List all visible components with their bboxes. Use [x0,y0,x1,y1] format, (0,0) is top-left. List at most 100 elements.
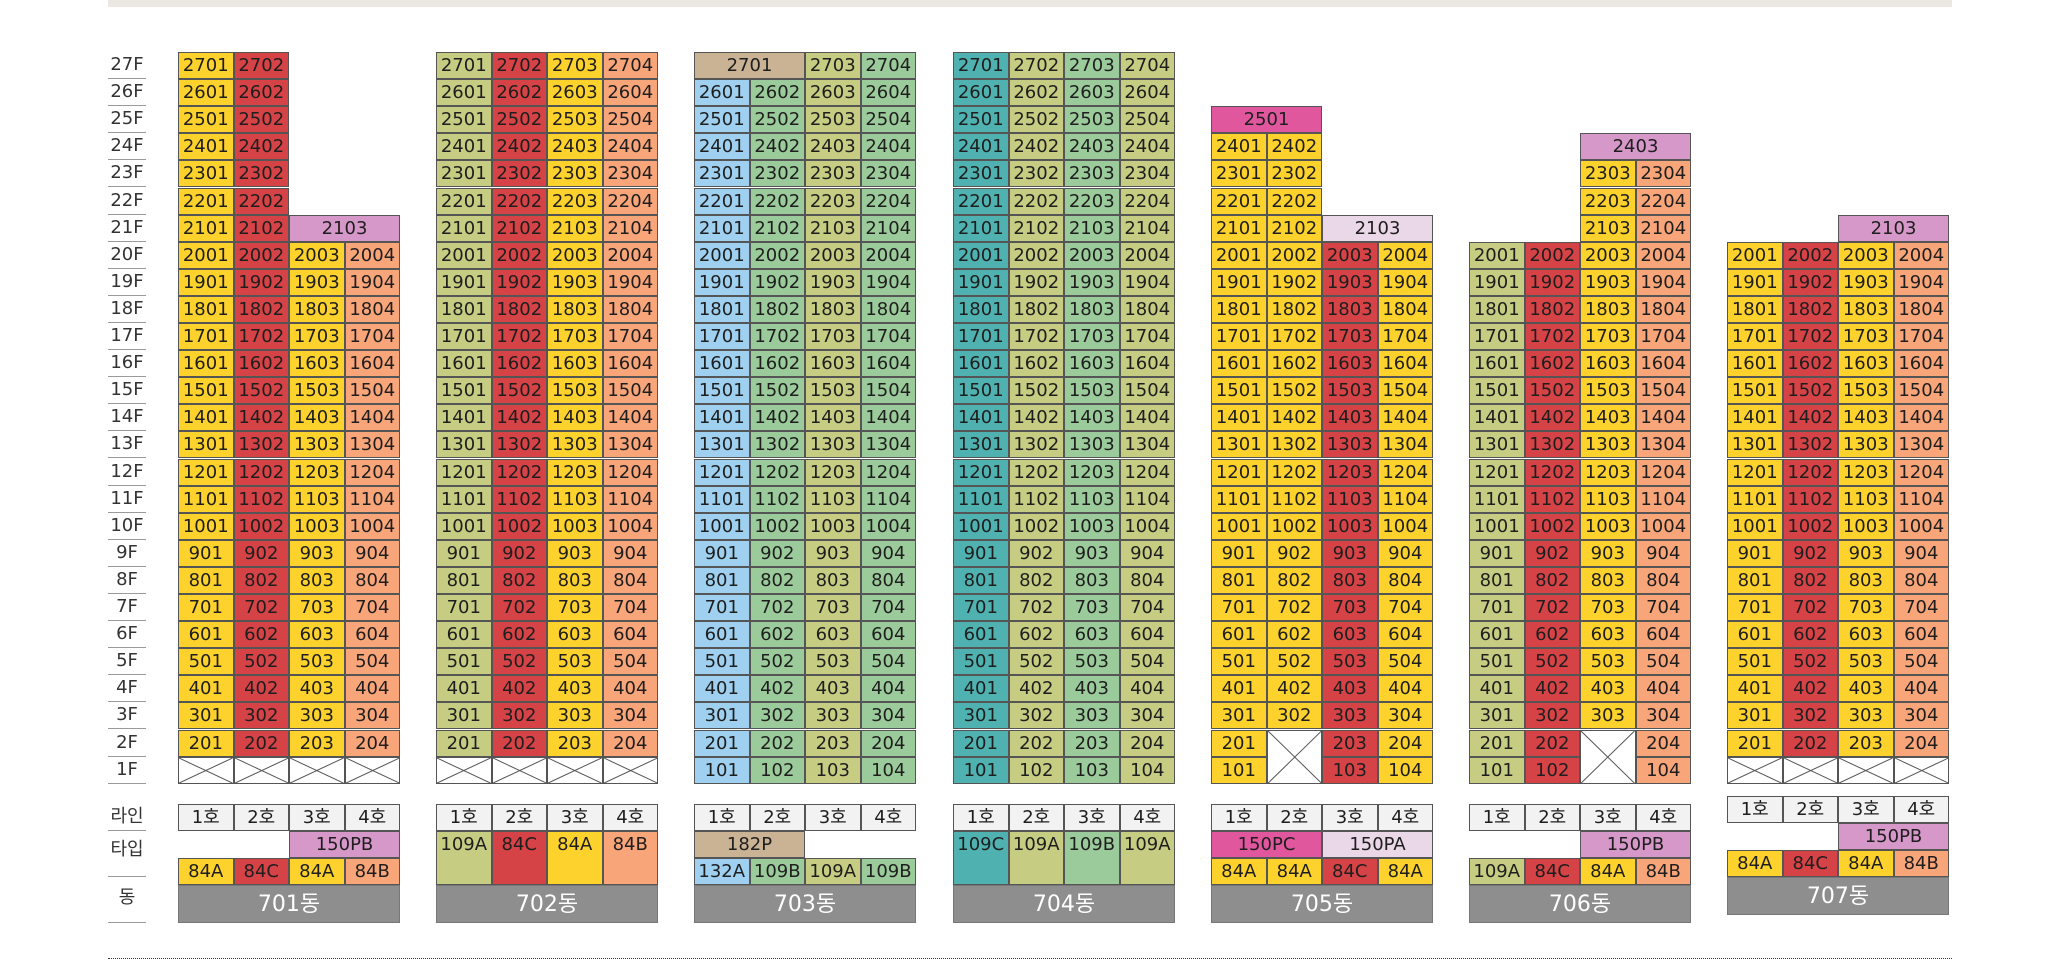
unit-cell: 1202 [233,458,289,486]
unit-cell: 2101 [694,214,750,242]
unit-cell: 1502 [1524,377,1580,405]
unit-cell: 801 [1211,566,1267,594]
type-cell: 109A [436,831,492,885]
line-label: 2호 [1524,804,1580,831]
floor-label: 27F [108,52,146,80]
type-cell: 84C [233,858,289,885]
unit-cell: 902 [1782,539,1838,567]
unit-cell: 602 [233,621,289,649]
unit-cell: 1704 [344,323,400,351]
unit-cell: 2201 [953,187,1009,215]
unit-cell: 804 [1119,566,1175,594]
floor-label: 3F [108,702,146,730]
unit-cell: 1201 [953,458,1009,486]
unit-cell: 1702 [1266,323,1322,351]
unit-cell: 1401 [953,404,1009,432]
floor-label: 23F [108,160,146,188]
type-cell: 84B [602,831,658,885]
unit-cell: 1702 [749,323,805,351]
unit-cell: 1202 [1008,458,1064,486]
unit-cell: 2202 [1266,187,1322,215]
unit-cell: 2602 [491,79,547,107]
type-cell: 150PB [1580,831,1691,858]
line-label: 4호 [1635,804,1691,831]
unit-cell: 1003 [1580,512,1636,540]
unit-cell: 501 [694,648,750,676]
unit-cell: 1103 [1838,485,1894,513]
cross-icon [1581,730,1635,783]
unit-cell: 704 [1893,594,1949,622]
unit-cell: 203 [547,729,603,757]
unit-cell: 202 [1524,729,1580,757]
unit-cell: 203 [805,729,861,757]
unit-cell: 1502 [1782,377,1838,405]
top-band [108,0,1952,7]
line-label: 4호 [344,804,400,831]
unit-cell: 2002 [491,241,547,269]
unit-cell: 2601 [178,79,234,107]
type-cell: 84B [344,858,400,885]
unit-cell: 2703 [547,52,603,80]
unit-cell: 1304 [1119,431,1175,459]
unit-cell: 1302 [233,431,289,459]
unit-cell: 1202 [749,458,805,486]
unit-cell: 503 [1580,648,1636,676]
unit-cell: 504 [1377,648,1433,676]
line-label: 3호 [547,804,603,831]
unit-cell: 1604 [860,350,916,378]
unit-cell: 302 [1524,702,1580,730]
unit-cell: 2702 [491,52,547,80]
unit-cell: 2301 [178,160,234,188]
unit-cell: 2302 [233,160,289,188]
floor-label: 21F [108,215,146,242]
unit-cell: 1004 [860,512,916,540]
unit-cell: 401 [694,675,750,703]
unit-cell: 2202 [749,187,805,215]
unit-cell: 1803 [1580,295,1636,323]
unit-cell: 1604 [1635,350,1691,378]
unit-cell: 401 [178,675,234,703]
unit-cell: 204 [602,729,658,757]
unit-cell: 601 [1469,621,1525,649]
floor-label: 20F [108,242,146,269]
unit-cell: 204 [1893,729,1949,757]
unit-cell: 1003 [1064,512,1120,540]
unit-cell: 1303 [1322,431,1378,459]
type-cell: 84A [1838,850,1894,877]
unit-cell: 402 [1266,675,1322,703]
unit-cell: 1701 [1211,323,1267,351]
unit-cell: 2302 [1008,160,1064,188]
unit-cell: 1701 [1727,323,1783,351]
unit-cell: 1503 [1580,377,1636,405]
line-label: 4호 [1119,804,1175,831]
unit-cell: 1302 [1266,431,1322,459]
unit-cell: 2401 [694,133,750,161]
unit-cell: 701 [178,594,234,622]
unit-cell: 902 [1266,539,1322,567]
unit-cell: 1801 [436,295,492,323]
unit-cell: 1601 [1211,350,1267,378]
line-label: 2호 [1782,796,1838,823]
unit-cell: 303 [805,702,861,730]
unit-cell: 1602 [1266,350,1322,378]
floor-label: 25F [108,106,146,134]
unit-cell: 1202 [1524,458,1580,486]
unit-cell: 2301 [953,160,1009,188]
unit-cell: 101 [694,756,750,784]
unit-cell: 2203 [1064,187,1120,215]
unit-cell: 2203 [547,187,603,215]
unit-cell: 202 [749,729,805,757]
unit-cell: 2201 [178,187,234,215]
unit-cell: 1503 [547,377,603,405]
floor-label: 18F [108,296,146,323]
cross-icon [1728,757,1782,783]
unit-cell: 1503 [1064,377,1120,405]
line-label: 2호 [1266,804,1322,831]
cross-icon [437,757,491,783]
unit-cell: 2101 [953,214,1009,242]
unit-cell: 1601 [953,350,1009,378]
unit-cell: 701 [694,594,750,622]
unit-cell: 1802 [749,295,805,323]
unit-cell: 2301 [436,160,492,188]
unit-cell: 1302 [1524,431,1580,459]
